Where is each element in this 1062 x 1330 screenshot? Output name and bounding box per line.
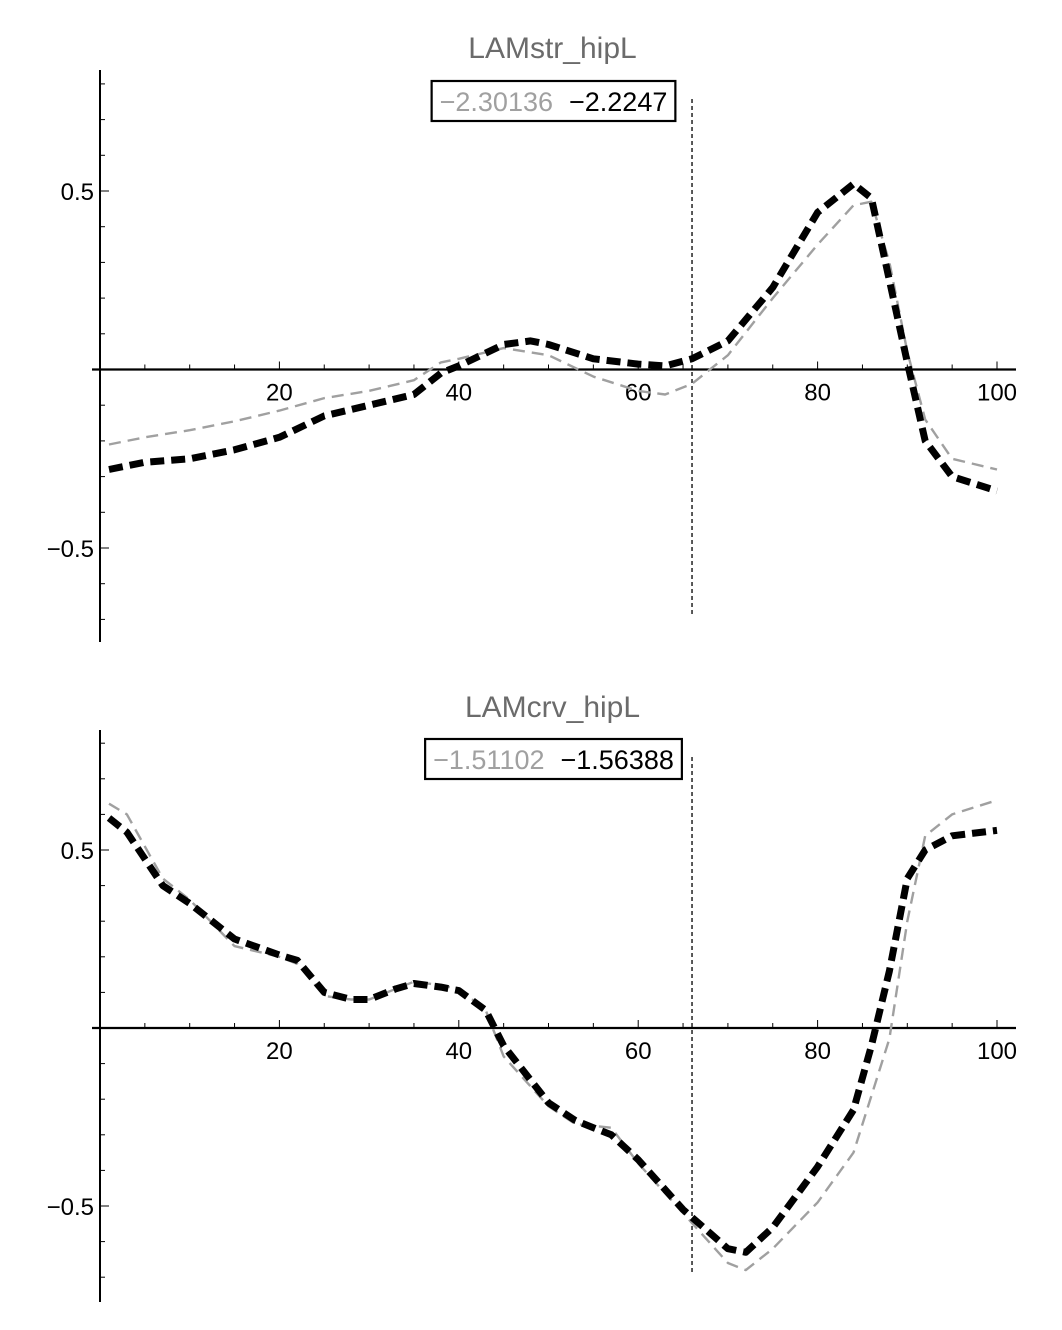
- series-line-gray-thin: [108, 200, 998, 471]
- chart-title: LAMstr_hipL: [468, 32, 636, 65]
- x-tick-label: 20: [266, 380, 293, 407]
- legend-value-black: −2.2247: [569, 87, 667, 117]
- x-tick-label: 40: [445, 1038, 472, 1065]
- series-line-black-thick: [108, 180, 999, 495]
- x-tick-label: 100: [977, 1038, 1017, 1065]
- x-tick-label: 80: [804, 380, 831, 407]
- legend-frame: [430, 79, 677, 123]
- legend-value-gray: −1.51102: [433, 745, 544, 775]
- legend-box: −2.30136 −2.2247: [430, 79, 677, 123]
- y-tick-label: 0.5: [61, 838, 94, 865]
- y-tick-label: −0.5: [47, 1194, 94, 1221]
- x-tick-label: 100: [977, 380, 1017, 407]
- x-tick-label: 80: [804, 1038, 831, 1065]
- series-line-black-thick: [106, 815, 998, 1256]
- legend-box: −1.51102 −1.56388: [424, 737, 683, 781]
- y-tick-label: 0.5: [61, 179, 94, 206]
- x-tick-label: 40: [445, 380, 472, 407]
- y-tick-label: −0.5: [47, 536, 94, 563]
- legend-value-black: −1.56388: [561, 745, 674, 775]
- x-tick-label: 20: [266, 1038, 293, 1065]
- x-tick-label: 60: [625, 1038, 652, 1065]
- series-line-gray-thin: [108, 799, 998, 1272]
- legend-frame: [424, 737, 683, 781]
- legend-value-gray: −2.30136: [440, 87, 553, 117]
- chart-title: LAMcrv_hipL: [465, 691, 640, 724]
